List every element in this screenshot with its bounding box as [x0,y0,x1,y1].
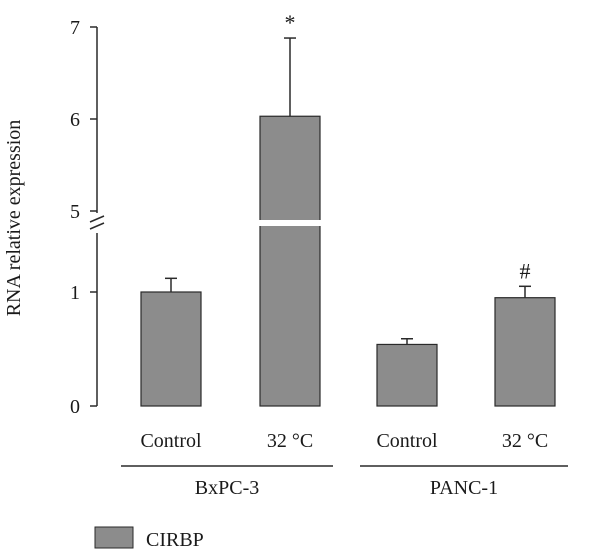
bar [259,115,321,407]
bar [140,291,202,407]
group-label: BxPC-3 [195,477,259,499]
bars: *# [140,10,556,407]
x-axis-labels: Control 32 °C Control 32 °C BxPC-3 PANC-1 [121,430,568,499]
legend: CIRBP [94,526,204,551]
y-tick-label: 0 [70,396,80,418]
y-axis: 0 1 5 6 7 [70,17,105,418]
bar [376,343,438,407]
y-tick-label: 5 [70,201,80,223]
y-axis-title: RNA relative expression [3,120,25,317]
x-category-label: Control [376,430,438,452]
significance-marker: # [520,258,531,283]
x-category-label: 32 °C [502,430,548,452]
legend-label: CIRBP [146,529,204,551]
axis-break-mark [89,215,105,223]
bar [494,297,556,407]
legend-swatch [94,526,134,549]
y-tick-label: 6 [70,109,80,131]
y-tick-label: 1 [70,282,80,304]
group-label: PANC-1 [430,477,498,499]
axis-break-mark [89,222,105,230]
x-category-label: Control [140,430,202,452]
y-tick-label: 7 [70,17,80,39]
x-category-label: 32 °C [267,430,313,452]
bar-break-gap [259,220,321,226]
significance-marker: * [285,10,296,35]
